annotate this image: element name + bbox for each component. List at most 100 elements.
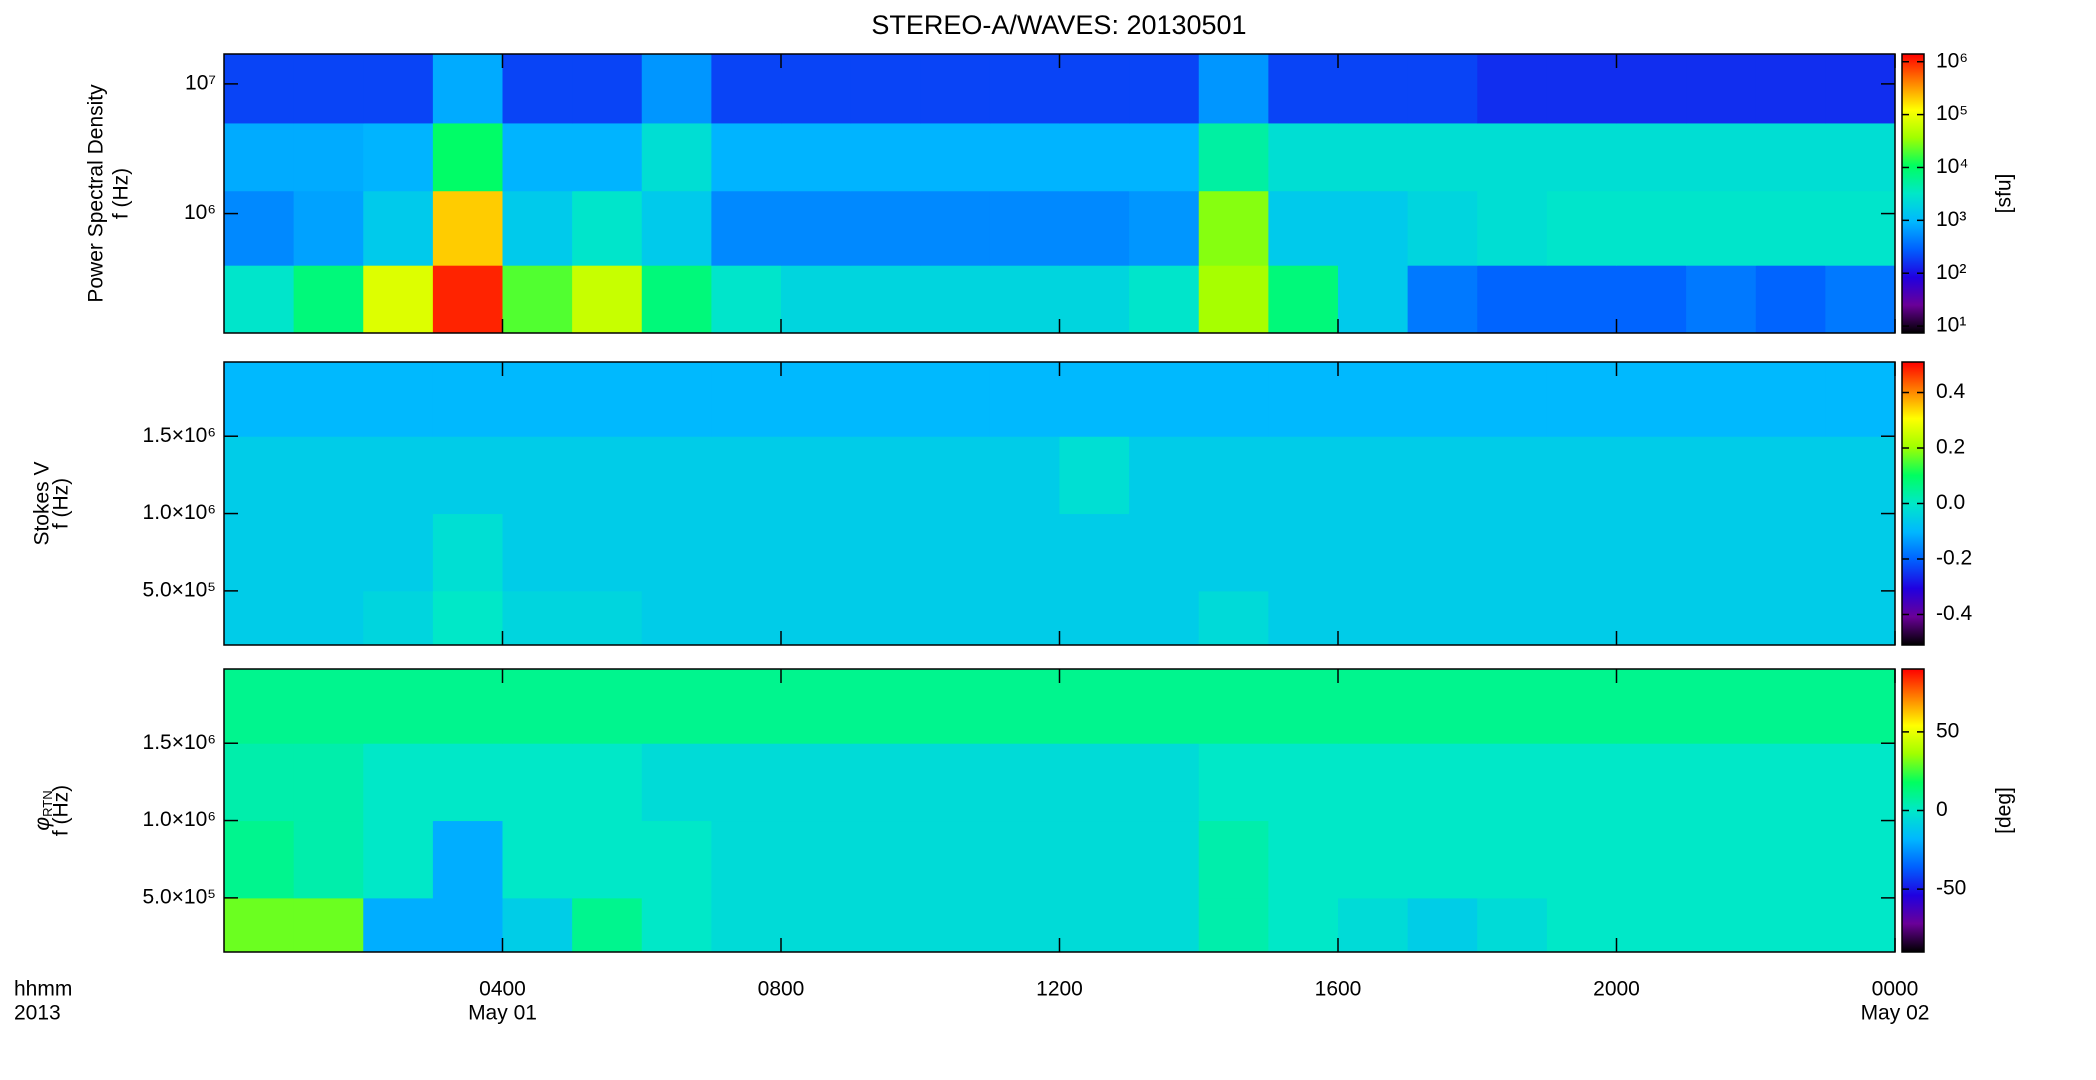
cell [502,590,573,645]
y-label: φRTN [31,790,56,830]
cell [1268,743,1339,822]
cell [1755,820,1826,899]
cell [1338,54,1409,124]
cell [781,743,852,822]
cell [1546,362,1617,437]
cell [572,122,643,192]
cell [850,54,921,124]
cell [432,669,503,744]
cell [1338,743,1409,822]
colorbar-tick-label: 0.2 [1936,436,1965,459]
cell [920,669,991,744]
cell [641,743,712,822]
cell [989,820,1060,899]
colorbar-tick-label: -0.4 [1936,602,1973,625]
cell [1686,54,1757,124]
cell [850,669,921,744]
cell [432,265,503,333]
cell [1198,362,1269,437]
cell [1616,122,1687,192]
y-tick-label: 1.0×10⁶ [143,808,216,831]
cell [850,513,921,592]
cell [850,265,921,333]
cell [1755,743,1826,822]
cell [989,590,1060,645]
cell [1338,820,1409,899]
cell [572,897,643,952]
cell [1755,669,1826,744]
cell [781,897,852,952]
cell [1825,436,1895,515]
cell [1477,362,1548,437]
cell [1686,820,1757,899]
cell [711,265,782,333]
cell [711,513,782,592]
cell [1686,265,1757,333]
cell [432,590,503,645]
cell [1338,122,1409,192]
cell [1059,362,1130,437]
cell [432,362,503,437]
cell [1198,820,1269,899]
colorbar-label: [deg] [1993,787,2016,834]
cell [711,820,782,899]
heatmap [224,669,1895,952]
cell [1686,362,1757,437]
cell [989,743,1060,822]
cell [641,590,712,645]
cell [572,265,643,333]
cell [641,190,712,266]
colorbar-tick-label: 50 [1936,719,1959,742]
cell [1198,590,1269,645]
cell [1686,743,1757,822]
cell [432,513,503,592]
cell [432,122,503,192]
cell [1059,897,1130,952]
cell [1825,669,1895,744]
x-tick-label: 0400 [479,978,526,1001]
cell [572,190,643,266]
colorbar-tick-label: -50 [1936,877,1966,900]
cell [989,265,1060,333]
cell [1477,265,1548,333]
cell [989,362,1060,437]
x-tick-label: 0000 [1872,978,1919,1001]
cell [1616,743,1687,822]
cell [641,669,712,744]
cell [1755,122,1826,192]
cell [1059,820,1130,899]
x-tick-label: 2000 [1593,978,1640,1001]
cell [1825,743,1895,822]
cell [502,265,573,333]
cell [1129,513,1200,592]
cell [1755,513,1826,592]
cell [432,54,503,124]
cell [1268,122,1339,192]
cell [1825,190,1895,266]
colorbar-tick-label: 0 [1936,798,1948,821]
cell [1825,54,1895,124]
cell [293,190,364,266]
cell [224,436,295,515]
cell [1546,590,1617,645]
cell [572,362,643,437]
cell [572,590,643,645]
cell [1616,590,1687,645]
cell [502,362,573,437]
cell [850,436,921,515]
cell [781,190,852,266]
cell [1616,897,1687,952]
y-label: Stokes V [31,461,54,545]
cell [363,513,434,592]
cell [1198,122,1269,192]
cell [1268,190,1339,266]
cell [1546,54,1617,124]
cell [1129,897,1200,952]
cell [432,820,503,899]
cell [920,897,991,952]
cell [572,820,643,899]
cell [1129,362,1200,437]
cell [1407,122,1478,192]
cell [224,362,295,437]
cell [989,513,1060,592]
